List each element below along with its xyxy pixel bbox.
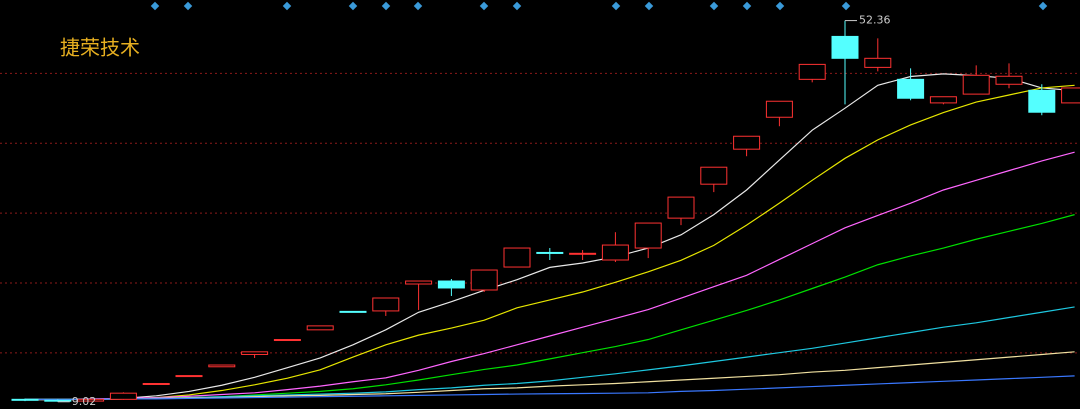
candle-body xyxy=(273,339,301,342)
candle-body xyxy=(831,35,859,59)
candle-body xyxy=(437,280,465,289)
event-marker xyxy=(841,1,851,11)
candle-body xyxy=(1061,87,1080,104)
event-markers xyxy=(150,1,1048,11)
event-marker xyxy=(611,1,621,11)
event-marker xyxy=(282,1,292,11)
candle-body xyxy=(634,222,662,249)
candle-body xyxy=(601,244,629,261)
candle-body xyxy=(339,310,367,313)
candle-body xyxy=(536,251,564,254)
candle-body xyxy=(405,280,433,285)
candle-body xyxy=(569,252,597,255)
candle-body xyxy=(995,75,1023,85)
event-marker xyxy=(381,1,391,11)
moving-average-line xyxy=(25,375,1075,400)
candle-body xyxy=(306,325,334,331)
high-annotation: 52.36 xyxy=(859,14,891,27)
moving-average-line xyxy=(25,306,1075,400)
candle-body xyxy=(897,78,925,99)
event-marker xyxy=(742,1,752,11)
event-marker xyxy=(150,1,160,11)
candle-body xyxy=(503,247,531,268)
candle-body xyxy=(241,351,269,355)
event-marker xyxy=(348,1,358,11)
candle-body xyxy=(733,135,761,150)
candle-body xyxy=(700,166,728,185)
candle-body xyxy=(77,398,105,402)
event-marker xyxy=(1038,1,1048,11)
candle-body xyxy=(765,100,793,118)
candle-body xyxy=(667,196,695,219)
low-annotation: 9.02 xyxy=(72,395,97,408)
moving-average-line xyxy=(25,84,1075,400)
candle-body xyxy=(142,382,170,385)
event-marker xyxy=(709,1,719,11)
candle-body xyxy=(109,392,137,400)
candle-body xyxy=(372,297,400,312)
candle-body xyxy=(864,57,892,68)
event-marker xyxy=(512,1,522,11)
candle-body xyxy=(929,96,957,104)
event-marker xyxy=(775,1,785,11)
candle-body xyxy=(962,74,990,95)
moving-average-line xyxy=(25,214,1075,400)
candle-body xyxy=(208,364,236,368)
candle-body xyxy=(175,375,203,378)
candle-body xyxy=(11,398,39,401)
event-marker xyxy=(479,1,489,11)
candle-body xyxy=(798,63,826,80)
event-marker xyxy=(644,1,654,11)
event-marker xyxy=(413,1,423,11)
moving-average-line xyxy=(25,151,1075,400)
event-marker xyxy=(183,1,193,11)
candle-body xyxy=(1028,89,1056,113)
candle-body xyxy=(44,399,72,402)
candle-body xyxy=(470,269,498,291)
chart-title: 捷荣技术 xyxy=(60,36,140,60)
